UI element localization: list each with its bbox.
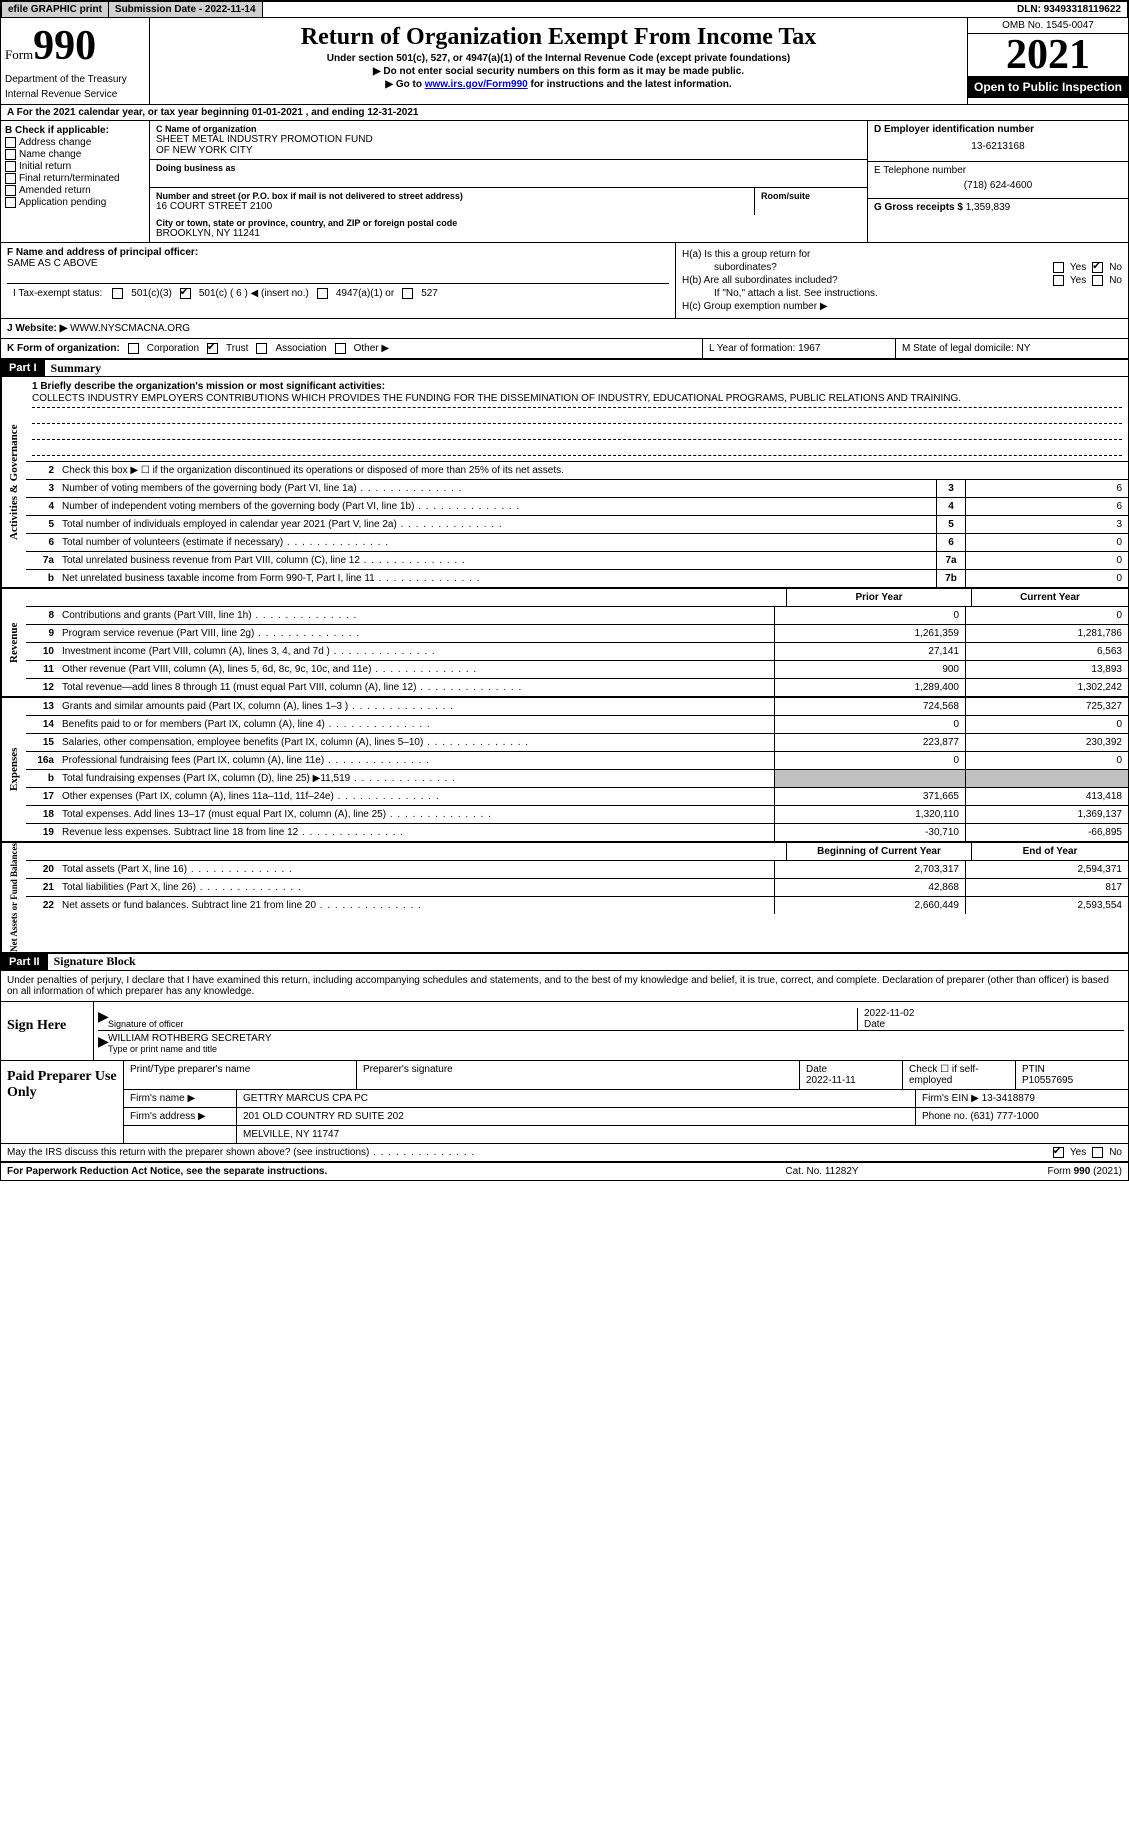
open-to-public: Open to Public Inspection <box>968 76 1128 98</box>
cb-hb-yes[interactable] <box>1053 275 1064 286</box>
line-22: 22 Net assets or fund balances. Subtract… <box>26 897 1128 914</box>
goto-line: ▶ Go to www.irs.gov/Form990 for instruct… <box>154 79 963 90</box>
line-7a: 7a Total unrelated business revenue from… <box>26 552 1128 570</box>
firm-name: GETTRY MARCUS CPA PC <box>237 1090 916 1107</box>
line-4: 4 Number of independent voting members o… <box>26 498 1128 516</box>
footer: For Paperwork Reduction Act Notice, see … <box>1 1163 1128 1180</box>
line-18: 18 Total expenses. Add lines 13–17 (must… <box>26 806 1128 824</box>
line-15: 15 Salaries, other compensation, employe… <box>26 734 1128 752</box>
cb-discuss-yes[interactable] <box>1053 1147 1064 1158</box>
cb-hb-no[interactable] <box>1092 275 1103 286</box>
form-number: Form990 <box>5 22 145 70</box>
ein: 13-6213168 <box>874 135 1122 158</box>
cb-amended[interactable] <box>5 185 16 196</box>
section-bcd: B Check if applicable: Address change Na… <box>1 121 1128 243</box>
line-11: 11 Other revenue (Part VIII, column (A),… <box>26 661 1128 679</box>
cb-assoc[interactable] <box>256 343 267 354</box>
line-8: 8 Contributions and grants (Part VIII, l… <box>26 607 1128 625</box>
form-header: Form990 Department of the Treasury Inter… <box>1 18 1128 105</box>
firm-ein: Firm's EIN ▶ 13-3418879 <box>916 1090 1128 1107</box>
irs-label: Internal Revenue Service <box>5 89 145 100</box>
vtab-activities: Activities & Governance <box>1 377 26 587</box>
street-address: 16 COURT STREET 2100 <box>156 201 748 212</box>
revenue-section: Revenue Prior YearCurrent Year 8 Contrib… <box>1 589 1128 698</box>
line-12: 12 Total revenue—add lines 8 through 11 … <box>26 679 1128 696</box>
cb-trust[interactable] <box>207 343 218 354</box>
line-b: b Total fundraising expenses (Part IX, c… <box>26 770 1128 788</box>
line-9: 9 Program service revenue (Part VIII, li… <box>26 625 1128 643</box>
cb-501c3[interactable] <box>112 288 123 299</box>
line-14: 14 Benefits paid to or for members (Part… <box>26 716 1128 734</box>
irs-discuss-row: May the IRS discuss this return with the… <box>1 1144 1128 1163</box>
state-domicile: M State of legal domicile: NY <box>895 339 1128 358</box>
expenses-section: Expenses 13 Grants and similar amounts p… <box>1 698 1128 843</box>
vtab-revenue: Revenue <box>1 589 26 696</box>
website: WWW.NYSCMACNA.ORG <box>70 323 190 334</box>
line-20: 20 Total assets (Part X, line 16) 2,703,… <box>26 861 1128 879</box>
firm-phone: Phone no. (631) 777-1000 <box>916 1108 1128 1125</box>
col-c-org-info: C Name of organization SHEET METAL INDUS… <box>150 121 868 242</box>
cb-corp[interactable] <box>128 343 139 354</box>
principal-officer: SAME AS C ABOVE <box>7 258 669 269</box>
cb-527[interactable] <box>402 288 413 299</box>
line-b: b Net unrelated business taxable income … <box>26 570 1128 587</box>
part-i-header: Part I Summary <box>1 360 1128 377</box>
section-fh: F Name and address of principal officer:… <box>1 243 1128 319</box>
cb-final-return[interactable] <box>5 173 16 184</box>
cb-initial-return[interactable] <box>5 161 16 172</box>
cb-app-pending[interactable] <box>5 197 16 208</box>
cb-discuss-no[interactable] <box>1092 1147 1103 1158</box>
form990-link[interactable]: www.irs.gov/Form990 <box>425 79 528 90</box>
line-5: 5 Total number of individuals employed i… <box>26 516 1128 534</box>
calendar-year-row: A For the 2021 calendar year, or tax yea… <box>1 105 1128 121</box>
firm-address: 201 OLD COUNTRY RD SUITE 202 <box>237 1108 916 1125</box>
website-row: J Website: ▶ WWW.NYSCMACNA.ORG <box>1 319 1128 339</box>
cb-address-change[interactable] <box>5 137 16 148</box>
efile-print-button[interactable]: efile GRAPHIC print <box>2 2 109 17</box>
org-name-2: OF NEW YORK CITY <box>156 145 861 156</box>
phone: (718) 624-4600 <box>874 176 1122 195</box>
form-subtitle: Under section 501(c), 527, or 4947(a)(1)… <box>154 53 963 64</box>
dept-treasury: Department of the Treasury <box>5 74 145 85</box>
dln: DLN: 93493318119622 <box>1011 2 1127 17</box>
sign-here-block: Sign Here ▶ Signature of officer 2022-11… <box>1 1002 1128 1061</box>
vtab-expenses: Expenses <box>1 698 26 841</box>
year-formation: L Year of formation: 1967 <box>702 339 895 358</box>
part-ii-header: Part II Signature Block <box>1 954 1128 971</box>
net-assets-section: Net Assets or Fund Balances Beginning of… <box>1 843 1128 954</box>
activities-governance: Activities & Governance 1 Briefly descri… <box>1 377 1128 589</box>
form-title: Return of Organization Exempt From Incom… <box>154 24 963 51</box>
sign-date: 2022-11-02 <box>864 1008 1124 1019</box>
org-name-1: SHEET METAL INDUSTRY PROMOTION FUND <box>156 134 861 145</box>
submission-date: Submission Date - 2022-11-14 <box>109 2 263 17</box>
col-d-ein: D Employer identification number 13-6213… <box>868 121 1128 242</box>
cb-501c[interactable] <box>180 288 191 299</box>
row-klm: K Form of organization: Corporation Trus… <box>1 339 1128 360</box>
paid-preparer-block: Paid Preparer Use Only Print/Type prepar… <box>1 1061 1128 1144</box>
cb-name-change[interactable] <box>5 149 16 160</box>
vtab-net-assets: Net Assets or Fund Balances <box>1 843 26 952</box>
penalty-statement: Under penalties of perjury, I declare th… <box>1 971 1128 1002</box>
top-bar: efile GRAPHIC print Submission Date - 20… <box>1 1 1128 18</box>
tax-year: 2021 <box>968 34 1128 76</box>
officer-name: WILLIAM ROTHBERG SECRETARY <box>108 1033 1124 1044</box>
city-state-zip: BROOKLYN, NY 11241 <box>156 228 861 239</box>
line-10: 10 Investment income (Part VIII, column … <box>26 643 1128 661</box>
cb-other[interactable] <box>335 343 346 354</box>
line-13: 13 Grants and similar amounts paid (Part… <box>26 698 1128 716</box>
line-19: 19 Revenue less expenses. Subtract line … <box>26 824 1128 841</box>
line-21: 21 Total liabilities (Part X, line 26) 4… <box>26 879 1128 897</box>
ssn-note: ▶ Do not enter social security numbers o… <box>154 66 963 77</box>
mission-text: COLLECTS INDUSTRY EMPLOYERS CONTRIBUTION… <box>32 393 1122 408</box>
line-16a: 16a Professional fundraising fees (Part … <box>26 752 1128 770</box>
gross-receipts: 1,359,839 <box>966 202 1011 213</box>
cb-ha-yes[interactable] <box>1053 262 1064 273</box>
cb-ha-no[interactable] <box>1092 262 1103 273</box>
cb-4947[interactable] <box>317 288 328 299</box>
line-6: 6 Total number of volunteers (estimate i… <box>26 534 1128 552</box>
line-17: 17 Other expenses (Part IX, column (A), … <box>26 788 1128 806</box>
col-b-checkboxes: B Check if applicable: Address change Na… <box>1 121 150 242</box>
line-3: 3 Number of voting members of the govern… <box>26 480 1128 498</box>
